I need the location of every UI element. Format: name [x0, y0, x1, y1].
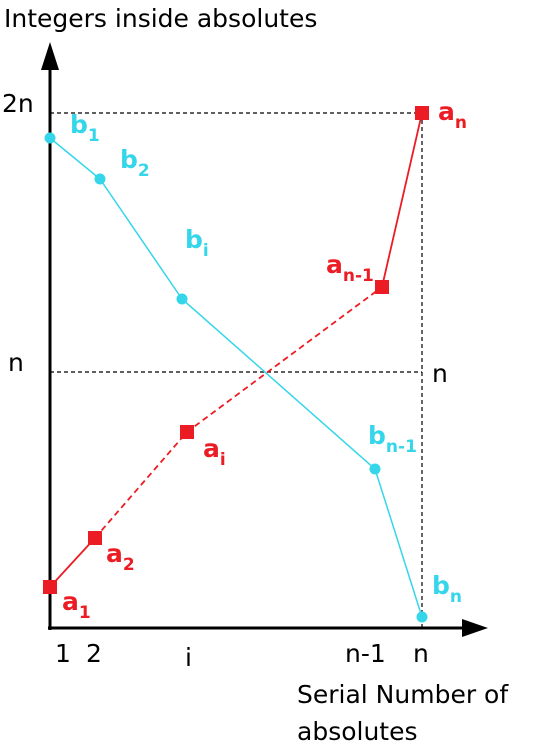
a-lines	[49, 112, 423, 588]
a-point	[43, 580, 57, 594]
a-point	[375, 280, 389, 294]
point-label: b1	[70, 110, 100, 146]
point-letter: a	[326, 250, 343, 279]
point-subscript: n-1	[386, 437, 417, 457]
axes	[41, 42, 488, 637]
point-subscript: n-1	[343, 266, 374, 286]
x-label: 2	[86, 639, 102, 668]
point-letter: a	[203, 434, 220, 463]
b-point	[176, 293, 188, 305]
x-label: 1	[55, 639, 71, 668]
b-point	[369, 463, 381, 475]
x-label: n	[413, 639, 429, 668]
point-label: b2	[120, 145, 150, 181]
b-point	[94, 173, 106, 185]
point-label: a1	[62, 587, 91, 623]
point-subscript: i	[220, 450, 226, 470]
point-label: an	[438, 97, 467, 133]
point-label: bn-1	[368, 421, 417, 457]
y-label: 2n	[2, 89, 34, 118]
point-subscript: i	[203, 241, 209, 261]
point-letter: a	[106, 539, 123, 568]
right-label: n	[432, 359, 448, 388]
point-label: bi	[185, 225, 209, 261]
point-subscript: n	[455, 113, 467, 133]
point-subscript: 2	[123, 555, 135, 575]
x-label: n-1	[345, 639, 386, 668]
b-point	[44, 132, 56, 144]
y-label: n	[8, 348, 24, 377]
a-point	[88, 531, 102, 545]
point-label: a2	[106, 539, 135, 575]
x-axis-title: Serial Number of	[297, 680, 509, 709]
point-letter: b	[432, 571, 450, 600]
point-label: bn	[432, 571, 462, 607]
point-letter: b	[70, 110, 88, 139]
y-axis-title: Integers inside absolutes	[4, 4, 317, 33]
point-subscript: n	[450, 587, 462, 607]
point-subscript: 2	[138, 161, 150, 181]
a-point	[415, 106, 429, 120]
point-letter: b	[368, 421, 386, 450]
point-letter: a	[62, 587, 79, 616]
point-subscript: 1	[88, 126, 100, 146]
a-point	[180, 425, 194, 439]
x-axis-title: absolutes	[297, 717, 418, 746]
guides	[50, 112, 423, 628]
point-label: ai	[203, 434, 226, 470]
x-label: i	[185, 643, 192, 672]
b-point	[416, 611, 428, 623]
point-letter: b	[120, 145, 138, 174]
point-subscript: 1	[79, 603, 91, 623]
point-letter: a	[438, 97, 455, 126]
point-letter: b	[185, 225, 203, 254]
point-label: an-1	[326, 250, 374, 286]
